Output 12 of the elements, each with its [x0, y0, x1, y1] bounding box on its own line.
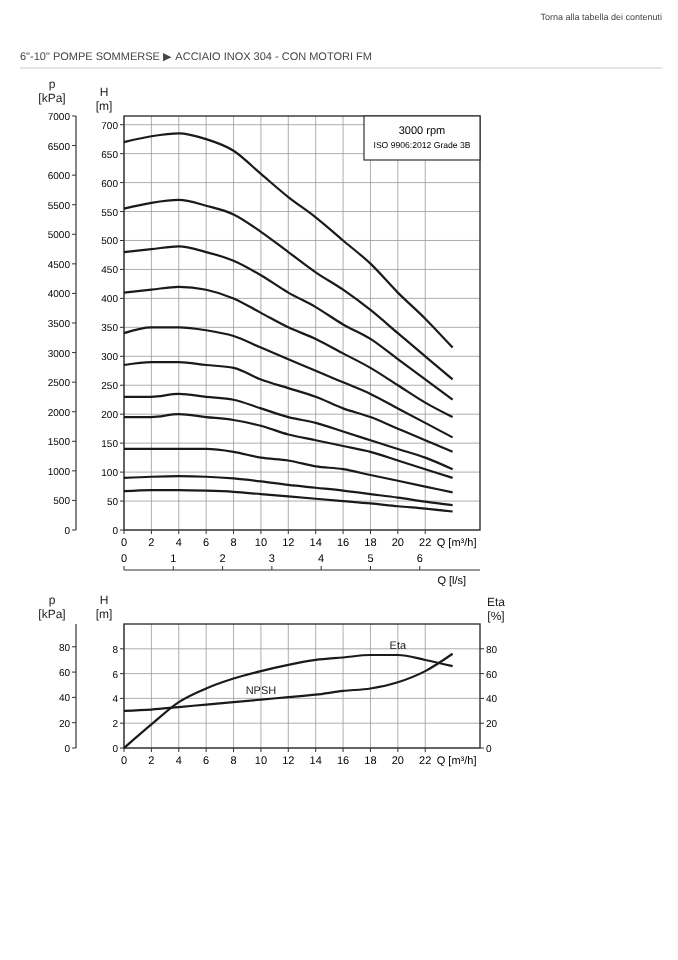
- line-series: [122, 488, 454, 513]
- line-series: [122, 245, 454, 401]
- line-series: [122, 413, 454, 479]
- line-series: [122, 360, 454, 453]
- line-series: [122, 447, 454, 494]
- line-series: [122, 285, 454, 419]
- line-series: [122, 475, 454, 507]
- line-series: [122, 326, 454, 439]
- line-series: [122, 653, 454, 750]
- line-series: [122, 132, 454, 349]
- line-series: [122, 392, 454, 471]
- line-series: [122, 198, 454, 381]
